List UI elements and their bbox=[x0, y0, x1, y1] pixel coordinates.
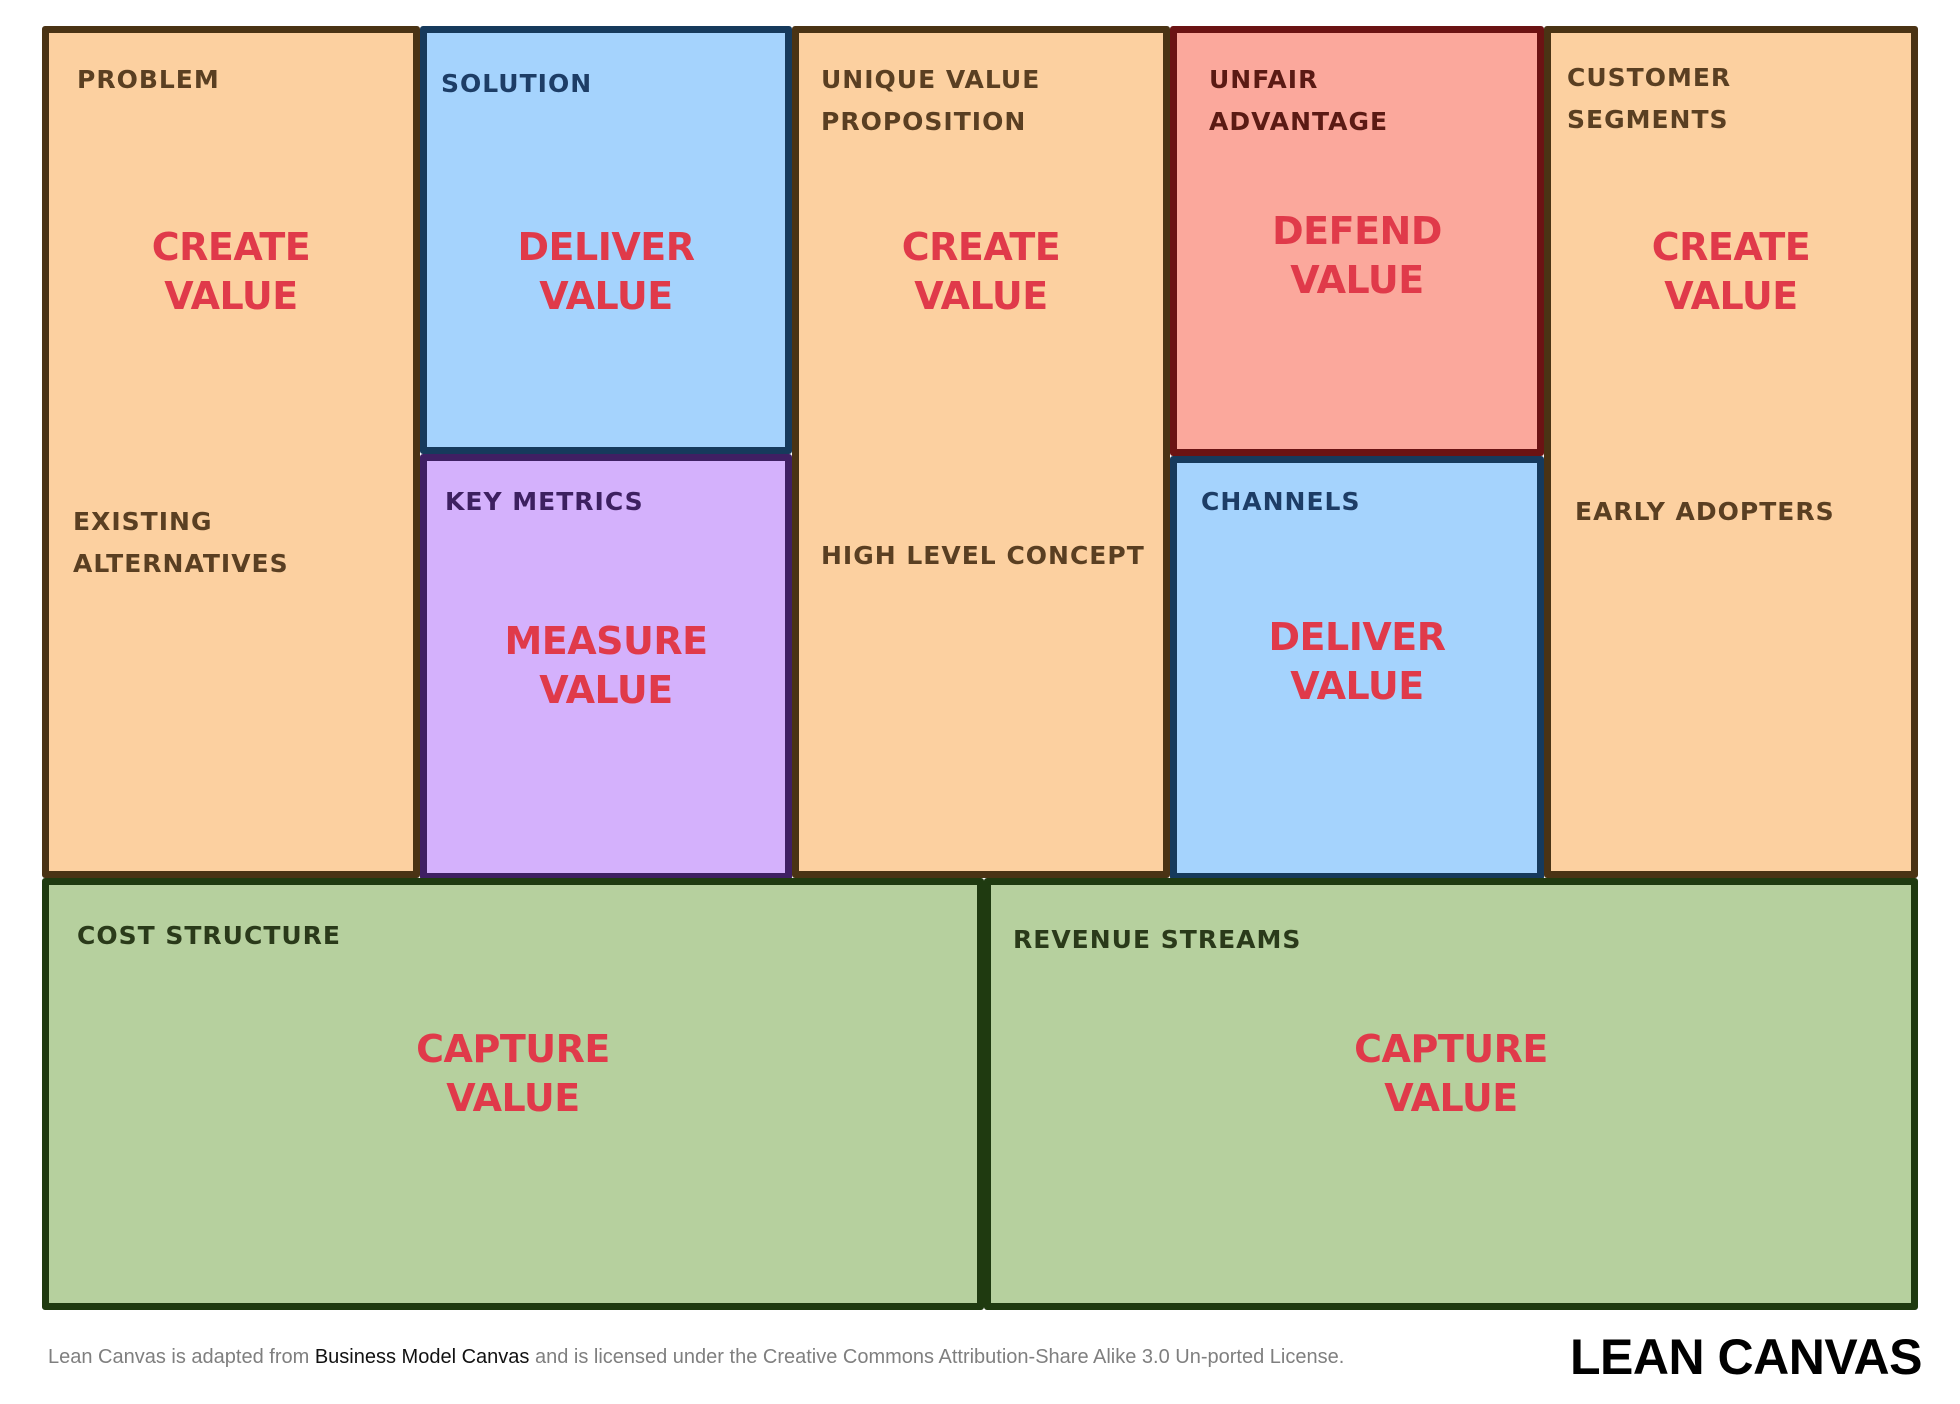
channels-label: CHANNELS bbox=[1201, 487, 1361, 516]
high-level-concept-label: HIGH LEVEL CONCEPT bbox=[821, 541, 1145, 570]
problem-value: CREATE VALUE bbox=[151, 225, 311, 318]
customer-segments-label: CUSTOMER SEGMENTS bbox=[1567, 63, 1732, 134]
cost-structure-block: COST STRUCTURE CAPTURE VALUE bbox=[42, 878, 984, 1310]
solution-value: DELIVER VALUE bbox=[517, 225, 695, 318]
key-metrics-block: KEY METRICS MEASURE VALUE bbox=[420, 454, 792, 880]
channels-block: CHANNELS DELIVER VALUE bbox=[1170, 456, 1544, 880]
problem-block: PROBLEM CREATE VALUE EXISTING ALTERNATIV… bbox=[42, 26, 420, 878]
business-model-canvas-link[interactable]: Business Model Canvas bbox=[314, 1346, 530, 1368]
revenue-streams-value: CAPTURE VALUE bbox=[1354, 1027, 1548, 1120]
customer-segments-value: CREATE VALUE bbox=[1651, 225, 1811, 318]
license-note-suffix: and is licensed under the Creative Commo… bbox=[529, 1346, 1345, 1368]
license-note: Lean Canvas is adapted from Business Mod… bbox=[48, 1346, 1344, 1369]
lean-canvas-title: LEAN CANVAS bbox=[1570, 1329, 1922, 1385]
unique-value-proposition-label: UNIQUE VALUE PROPOSITION bbox=[821, 65, 1041, 136]
customer-segments-block: CUSTOMER SEGMENTS CREATE VALUE EARLY ADO… bbox=[1544, 26, 1918, 878]
license-note-prefix: Lean Canvas is adapted from bbox=[48, 1346, 315, 1368]
unfair-advantage-value: DEFEND VALUE bbox=[1272, 209, 1442, 302]
channels-value: DELIVER VALUE bbox=[1268, 615, 1446, 708]
key-metrics-label: KEY METRICS bbox=[445, 487, 644, 516]
revenue-streams-block: REVENUE STREAMS CAPTURE VALUE bbox=[984, 878, 1918, 1310]
solution-label: SOLUTION bbox=[441, 69, 593, 98]
unfair-advantage-block: UNFAIR ADVANTAGE DEFEND VALUE bbox=[1170, 26, 1544, 456]
revenue-streams-label: REVENUE STREAMS bbox=[1013, 925, 1302, 954]
problem-label: PROBLEM bbox=[77, 65, 220, 94]
key-metrics-value: MEASURE VALUE bbox=[504, 619, 708, 712]
cost-structure-value: CAPTURE VALUE bbox=[416, 1027, 610, 1120]
unfair-advantage-label: UNFAIR ADVANTAGE bbox=[1209, 65, 1389, 136]
unique-value-proposition-block: UNIQUE VALUE PROPOSITION CREATE VALUE HI… bbox=[792, 26, 1170, 878]
existing-alternatives-label: EXISTING ALTERNATIVES bbox=[73, 507, 289, 578]
early-adopters-label: EARLY ADOPTERS bbox=[1575, 497, 1835, 526]
solution-block: SOLUTION DELIVER VALUE bbox=[420, 26, 792, 454]
cost-structure-label: COST STRUCTURE bbox=[77, 921, 341, 950]
unique-value-proposition-value: CREATE VALUE bbox=[901, 225, 1061, 318]
